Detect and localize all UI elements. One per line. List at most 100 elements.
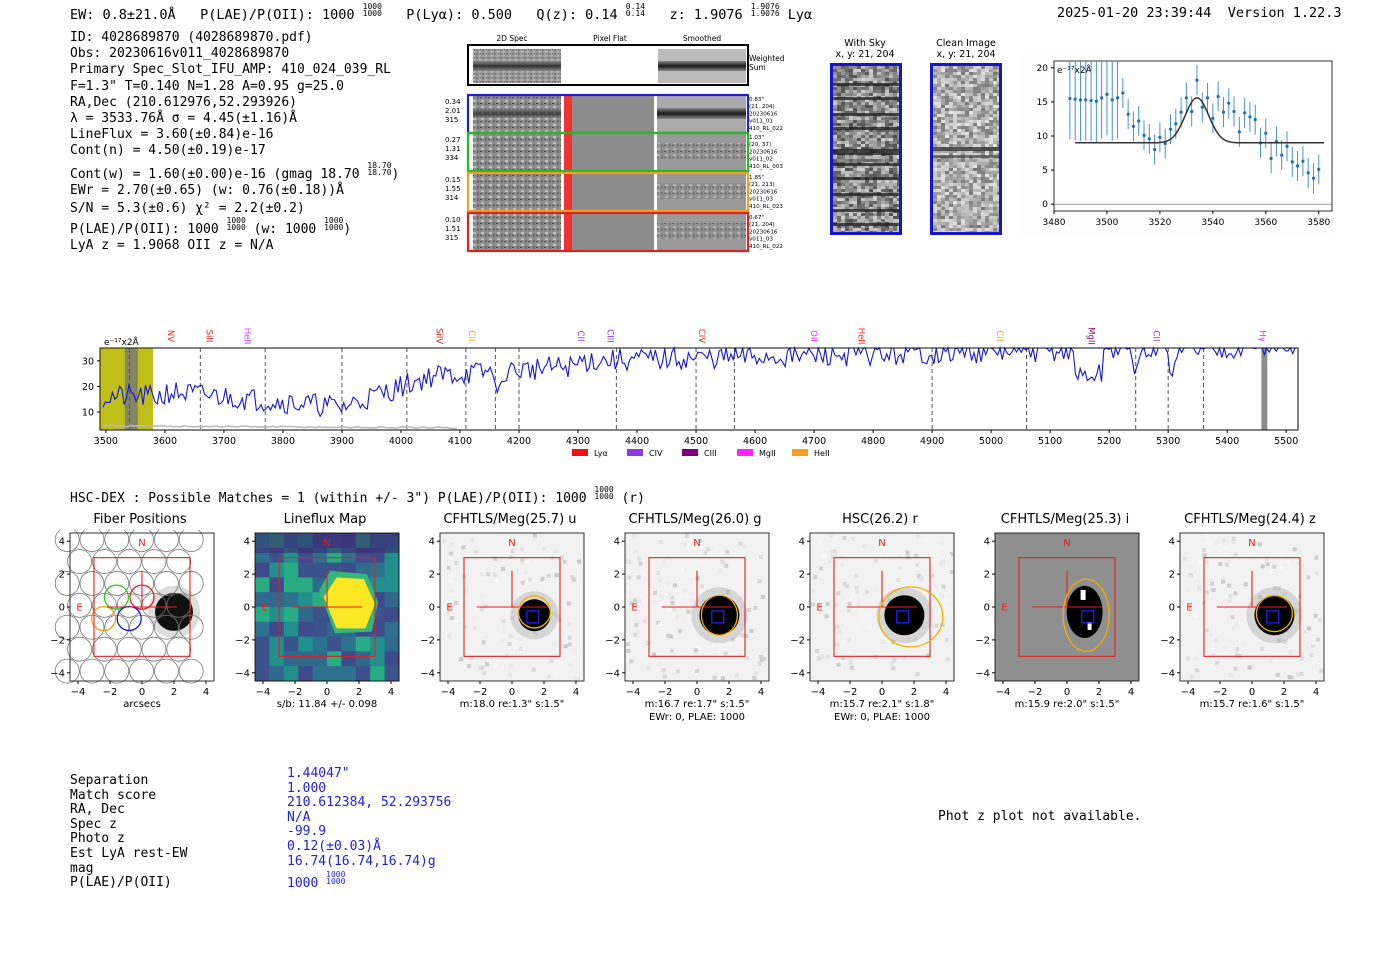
header-bar: EW: 0.8±21.0Å P(LAE)/P(OII): 1000 1000 10… (70, 2, 812, 24)
panel-y-tick: −4 (1160, 668, 1175, 679)
panel-x-tick: −2 (473, 687, 488, 698)
full-x-tick: 5000 (979, 436, 1003, 447)
panel-x-tick: 4 (943, 687, 949, 698)
panel-y-tick: 0 (799, 603, 805, 614)
match-value: 210.612384, 52.293756 (287, 795, 452, 811)
north-label: N (878, 538, 885, 549)
north-label: N (138, 538, 145, 549)
fiber-circle (90, 605, 117, 632)
zoom-data-point (1317, 154, 1321, 185)
line-label: CII (575, 331, 585, 342)
panel-title: HSC(26.2) r (842, 512, 918, 527)
panel-y-tick: 0 (429, 603, 435, 614)
cutout-right-label: v011_03 (749, 197, 773, 203)
zoom-data-point (1131, 111, 1136, 142)
line-label: OII (808, 330, 818, 342)
full-x-tick: 4800 (861, 436, 885, 447)
full-y-tick: 20 (82, 382, 94, 393)
error-line (102, 424, 458, 430)
line-label: SiIV (433, 328, 443, 344)
zoom-data-point (1232, 96, 1236, 127)
cutout-right-label: 1.03" (749, 135, 764, 141)
clean-image (930, 63, 1002, 235)
zoom-data-point (1068, 61, 1072, 140)
panel-y-tick: 4 (799, 537, 805, 548)
aperture-ellipse (878, 586, 944, 648)
spectrum-line (102, 345, 1296, 418)
weighted-sum-row: Weighted Sum (467, 44, 785, 86)
cutout-right-label: 0.83" (749, 97, 764, 103)
panel-x-tick: −4 (996, 687, 1011, 698)
panel-x-tick: 0 (324, 687, 330, 698)
panel-y-tick: −4 (605, 668, 620, 679)
cutout-right-label: (21, 213) (749, 182, 775, 188)
header-qz: Q(z): 0.14 (536, 7, 618, 23)
cutout-right-label: (21, 204) (749, 222, 775, 228)
cutout-right-label: 20230616 (749, 189, 778, 195)
cutout-left-label: 1.31 (445, 145, 461, 153)
panel-y-tick: 0 (614, 603, 620, 614)
header-plae-frac: 1000 1000 (362, 2, 382, 18)
panel-x-tick: 2 (356, 687, 362, 698)
zoom-data-point (1200, 92, 1204, 123)
panel-x-tick: 2 (911, 687, 917, 698)
info-contw: Cont(w) = 1.60(±0.00)e-16 (gmag 18.70 18… (70, 160, 400, 182)
zoom-data-point (1179, 97, 1183, 128)
east-label: E (1001, 602, 1007, 613)
panel-x-tick: 4 (203, 687, 209, 698)
fiber-circle (103, 584, 130, 610)
north-label: N (508, 538, 515, 549)
match-label: Match score (70, 787, 157, 803)
full-x-tick: 4200 (507, 436, 531, 447)
match-label: mag (70, 860, 94, 876)
match-label: Spec z (70, 816, 117, 832)
panel-title: CFHTLS/Meg(25.7) u (443, 512, 577, 527)
aperture-ellipse (700, 594, 739, 636)
photz-message: Phot z plot not available. (938, 809, 1142, 824)
panel-y-tick: −4 (790, 668, 805, 679)
full-x-tick: 4300 (566, 436, 590, 447)
svg-text:MgII: MgII (759, 449, 776, 458)
panel-x-tick: 0 (139, 687, 145, 698)
match-square (711, 610, 725, 624)
zoom-data-point (1227, 88, 1231, 119)
match-square (526, 610, 540, 624)
zoom-data-point (1301, 146, 1305, 177)
full-x-tick: 3500 (94, 436, 118, 447)
svg-text:Lyα: Lyα (594, 449, 608, 458)
zoom-data-point (1137, 106, 1141, 136)
zoom-data-point (1285, 131, 1289, 162)
header-plya: P(Lyα): 0.500 (406, 7, 512, 23)
full-x-tick: 5500 (1274, 436, 1298, 447)
panel-y-tick: −2 (235, 635, 250, 646)
cutout-right-label: 410_RL_023 (749, 204, 783, 210)
svg-text:HeII: HeII (814, 449, 830, 458)
match-value: -99.9 (287, 824, 327, 840)
line-label: CIV (696, 329, 706, 343)
panel-y-tick: 4 (1169, 537, 1175, 548)
north-label: N (1063, 538, 1070, 549)
header-qz-frac: 0.14 0.14 (625, 2, 646, 18)
panel-y-tick: −2 (420, 635, 435, 646)
zoom-data-point (1306, 157, 1310, 188)
panel-y-tick: −2 (790, 635, 805, 646)
match-value: 1.000 (287, 780, 327, 796)
full-unit-label: e⁻¹⁷x2Å (104, 336, 140, 348)
zoom-data-point (1211, 103, 1215, 134)
zoom-data-point (1142, 120, 1146, 151)
zoom-y-tick: 5 (1042, 166, 1048, 176)
match-label: Separation (70, 773, 149, 788)
zoom-y-tick: 10 (1037, 132, 1049, 142)
cutout-right-label: 410_RL_003 (749, 164, 783, 170)
legend-entry: HeII (792, 449, 830, 458)
panel-y-tick: 2 (244, 570, 250, 581)
zoom-data-point (1248, 101, 1252, 132)
east-label: E (76, 602, 82, 613)
panel-plot: N E −4 −4 −2 −2 0 0 2 2 4 4 m:16.7 re:1.7" s:1.5" EWr… (605, 532, 770, 723)
panel-y-tick: −4 (420, 668, 435, 679)
zoom-fit-line (1075, 97, 1325, 144)
panel-caption: m:16.7 re:1.7" s:1.5" (645, 699, 750, 710)
